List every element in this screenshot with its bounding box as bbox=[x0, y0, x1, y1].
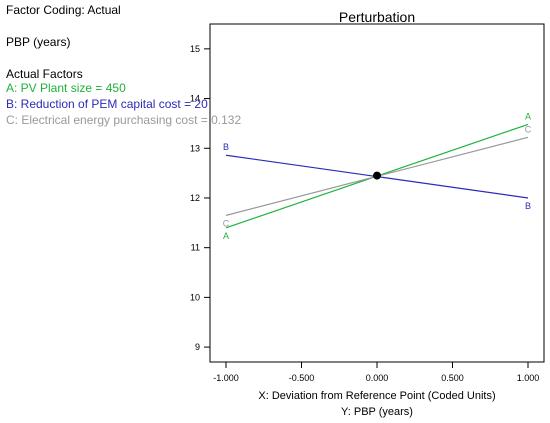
y-tick-label: 9 bbox=[195, 342, 200, 352]
series-c-end-label: C bbox=[525, 124, 532, 134]
factor-c-label: C: Electrical energy purchasing cost = 0… bbox=[6, 113, 242, 127]
x-tick-label: 0.500 bbox=[441, 373, 464, 383]
plot-area bbox=[209, 23, 545, 363]
y-tick-label: 11 bbox=[191, 243, 200, 253]
x-tick-label: 1.000 bbox=[517, 373, 540, 383]
factor-b-label: B: Reduction of PEM capital cost = 20 bbox=[6, 97, 208, 111]
series-a-end-label: A bbox=[525, 111, 531, 121]
chart-title: Perturbation bbox=[339, 9, 415, 25]
y-tick-label: 15 bbox=[190, 44, 200, 54]
y-axis: 9 10 11 12 13 14 15 bbox=[190, 44, 210, 352]
y-tick-label: 13 bbox=[190, 143, 200, 153]
x-tick-label: 0.000 bbox=[366, 373, 389, 383]
response-label: PBP (years) bbox=[6, 35, 71, 49]
series-c-start-label: C bbox=[223, 218, 230, 228]
x-tick-label: -1.000 bbox=[213, 373, 239, 383]
y-tick-label: 14 bbox=[190, 94, 200, 104]
factor-a-label: A: PV Plant size = 450 bbox=[6, 81, 126, 95]
reference-point-marker bbox=[373, 171, 381, 180]
x-axis-label: X: Deviation from Reference Point (Coded… bbox=[258, 390, 495, 402]
y-tick-label: 10 bbox=[190, 292, 200, 302]
series-b-end-label: B bbox=[525, 201, 531, 211]
x-tick-label: -0.500 bbox=[289, 373, 315, 383]
x-axis: -1.000 -0.500 0.000 0.500 1.000 bbox=[213, 362, 539, 383]
series-b-start-label: B bbox=[223, 142, 229, 152]
actual-factors-heading: Actual Factors bbox=[6, 67, 83, 81]
series-label-layer: A A B B C C bbox=[223, 111, 532, 240]
factor-coding-label: Factor Coding: Actual bbox=[6, 3, 121, 17]
y-tick-label: 12 bbox=[190, 193, 200, 203]
y-axis-label: Y: PBP (years) bbox=[341, 406, 413, 418]
series-a-start-label: A bbox=[223, 231, 229, 241]
